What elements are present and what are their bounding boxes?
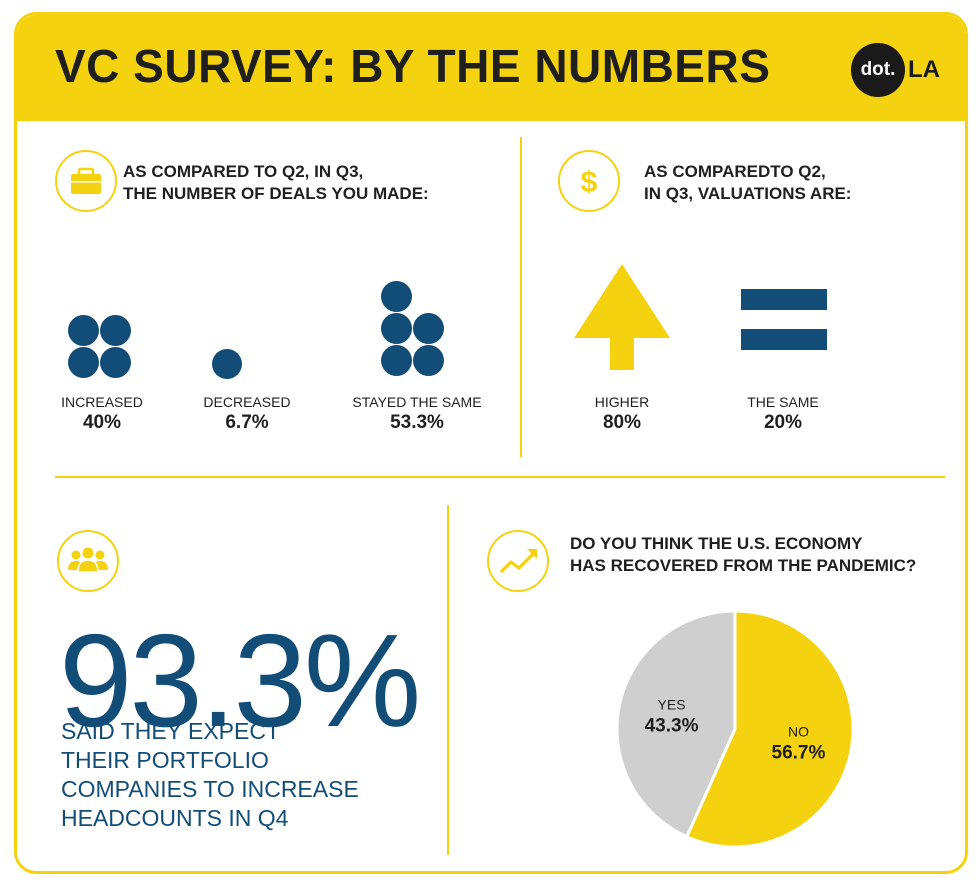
trend-up-icon <box>499 549 537 574</box>
pie-slice-yes <box>615 609 737 839</box>
economy-pie-chart: NO 56.7% YES 43.3% <box>615 609 855 849</box>
logo-la-text: LA <box>908 56 940 83</box>
valuations-question: AS COMPAREDTO Q2, IN Q3, VALUATIONS ARE: <box>644 162 852 203</box>
same-value: 53.3% <box>390 412 444 433</box>
people-icon <box>68 547 108 573</box>
decreased-label: DECREASED <box>203 394 291 410</box>
headcount-caption: SAID THEY EXPECT THEIR PORTFOLIO COMPANI… <box>61 718 359 831</box>
dollar-icon-circle: $ <box>558 150 620 212</box>
same-valuation-value: 20% <box>763 412 803 433</box>
increased-dot <box>100 347 131 378</box>
dollar-icon: $ <box>581 166 598 199</box>
increased-dot <box>68 315 99 346</box>
higher-label: HIGHER <box>594 394 650 410</box>
pie-label-no: NO <box>788 724 809 740</box>
deals-question: AS COMPARED TO Q2, IN Q3, THE NUMBER OF … <box>123 162 429 203</box>
bottom-divider <box>447 505 449 855</box>
people-icon-circle <box>57 530 119 592</box>
pie-slice-no <box>684 609 855 849</box>
briefcase-icon <box>71 167 101 194</box>
same-label: STAYED THE SAME <box>352 394 482 410</box>
decreased-value: 6.7% <box>225 412 269 433</box>
same-valuation-label: THE SAME <box>747 394 819 410</box>
logo-circle <box>851 43 905 97</box>
economy-question: DO YOU THINK THE U.S. ECONOMY HAS RECOVE… <box>570 534 917 575</box>
same-dot <box>413 345 444 376</box>
increased-dot <box>68 347 99 378</box>
same-dot <box>413 313 444 344</box>
decreased-dot <box>212 349 242 379</box>
increased-value: 40% <box>82 412 122 433</box>
arrow-up-icon <box>574 264 670 370</box>
equals-icon <box>741 289 827 350</box>
same-dot <box>381 313 412 344</box>
page-title: VC SURVEY: BY THE NUMBERS <box>55 40 771 92</box>
pie-value-no: 56.7% <box>772 743 826 764</box>
dotla-logo: dot. LA <box>851 43 955 97</box>
pie-value-yes: 43.3% <box>645 715 699 736</box>
top-divider <box>520 137 522 457</box>
headcount-percentage: 93.3% <box>59 607 421 754</box>
svg-text:$: $ <box>581 166 598 199</box>
logo-dot-text: dot. <box>860 59 896 80</box>
increased-dot <box>100 315 131 346</box>
middle-divider <box>55 476 945 478</box>
same-dot <box>381 281 412 312</box>
higher-value: 80% <box>602 412 642 433</box>
trend-icon-circle <box>487 530 549 592</box>
pie-label-yes: YES <box>658 696 686 712</box>
same-dot <box>381 345 412 376</box>
header-banner: VC SURVEY: BY THE NUMBERS dot. LA <box>17 15 965 121</box>
briefcase-icon-circle <box>55 150 117 212</box>
increased-label: INCREASED <box>61 394 143 410</box>
infographic-card: VC SURVEY: BY THE NUMBERS dot. LA AS COM… <box>14 12 968 874</box>
